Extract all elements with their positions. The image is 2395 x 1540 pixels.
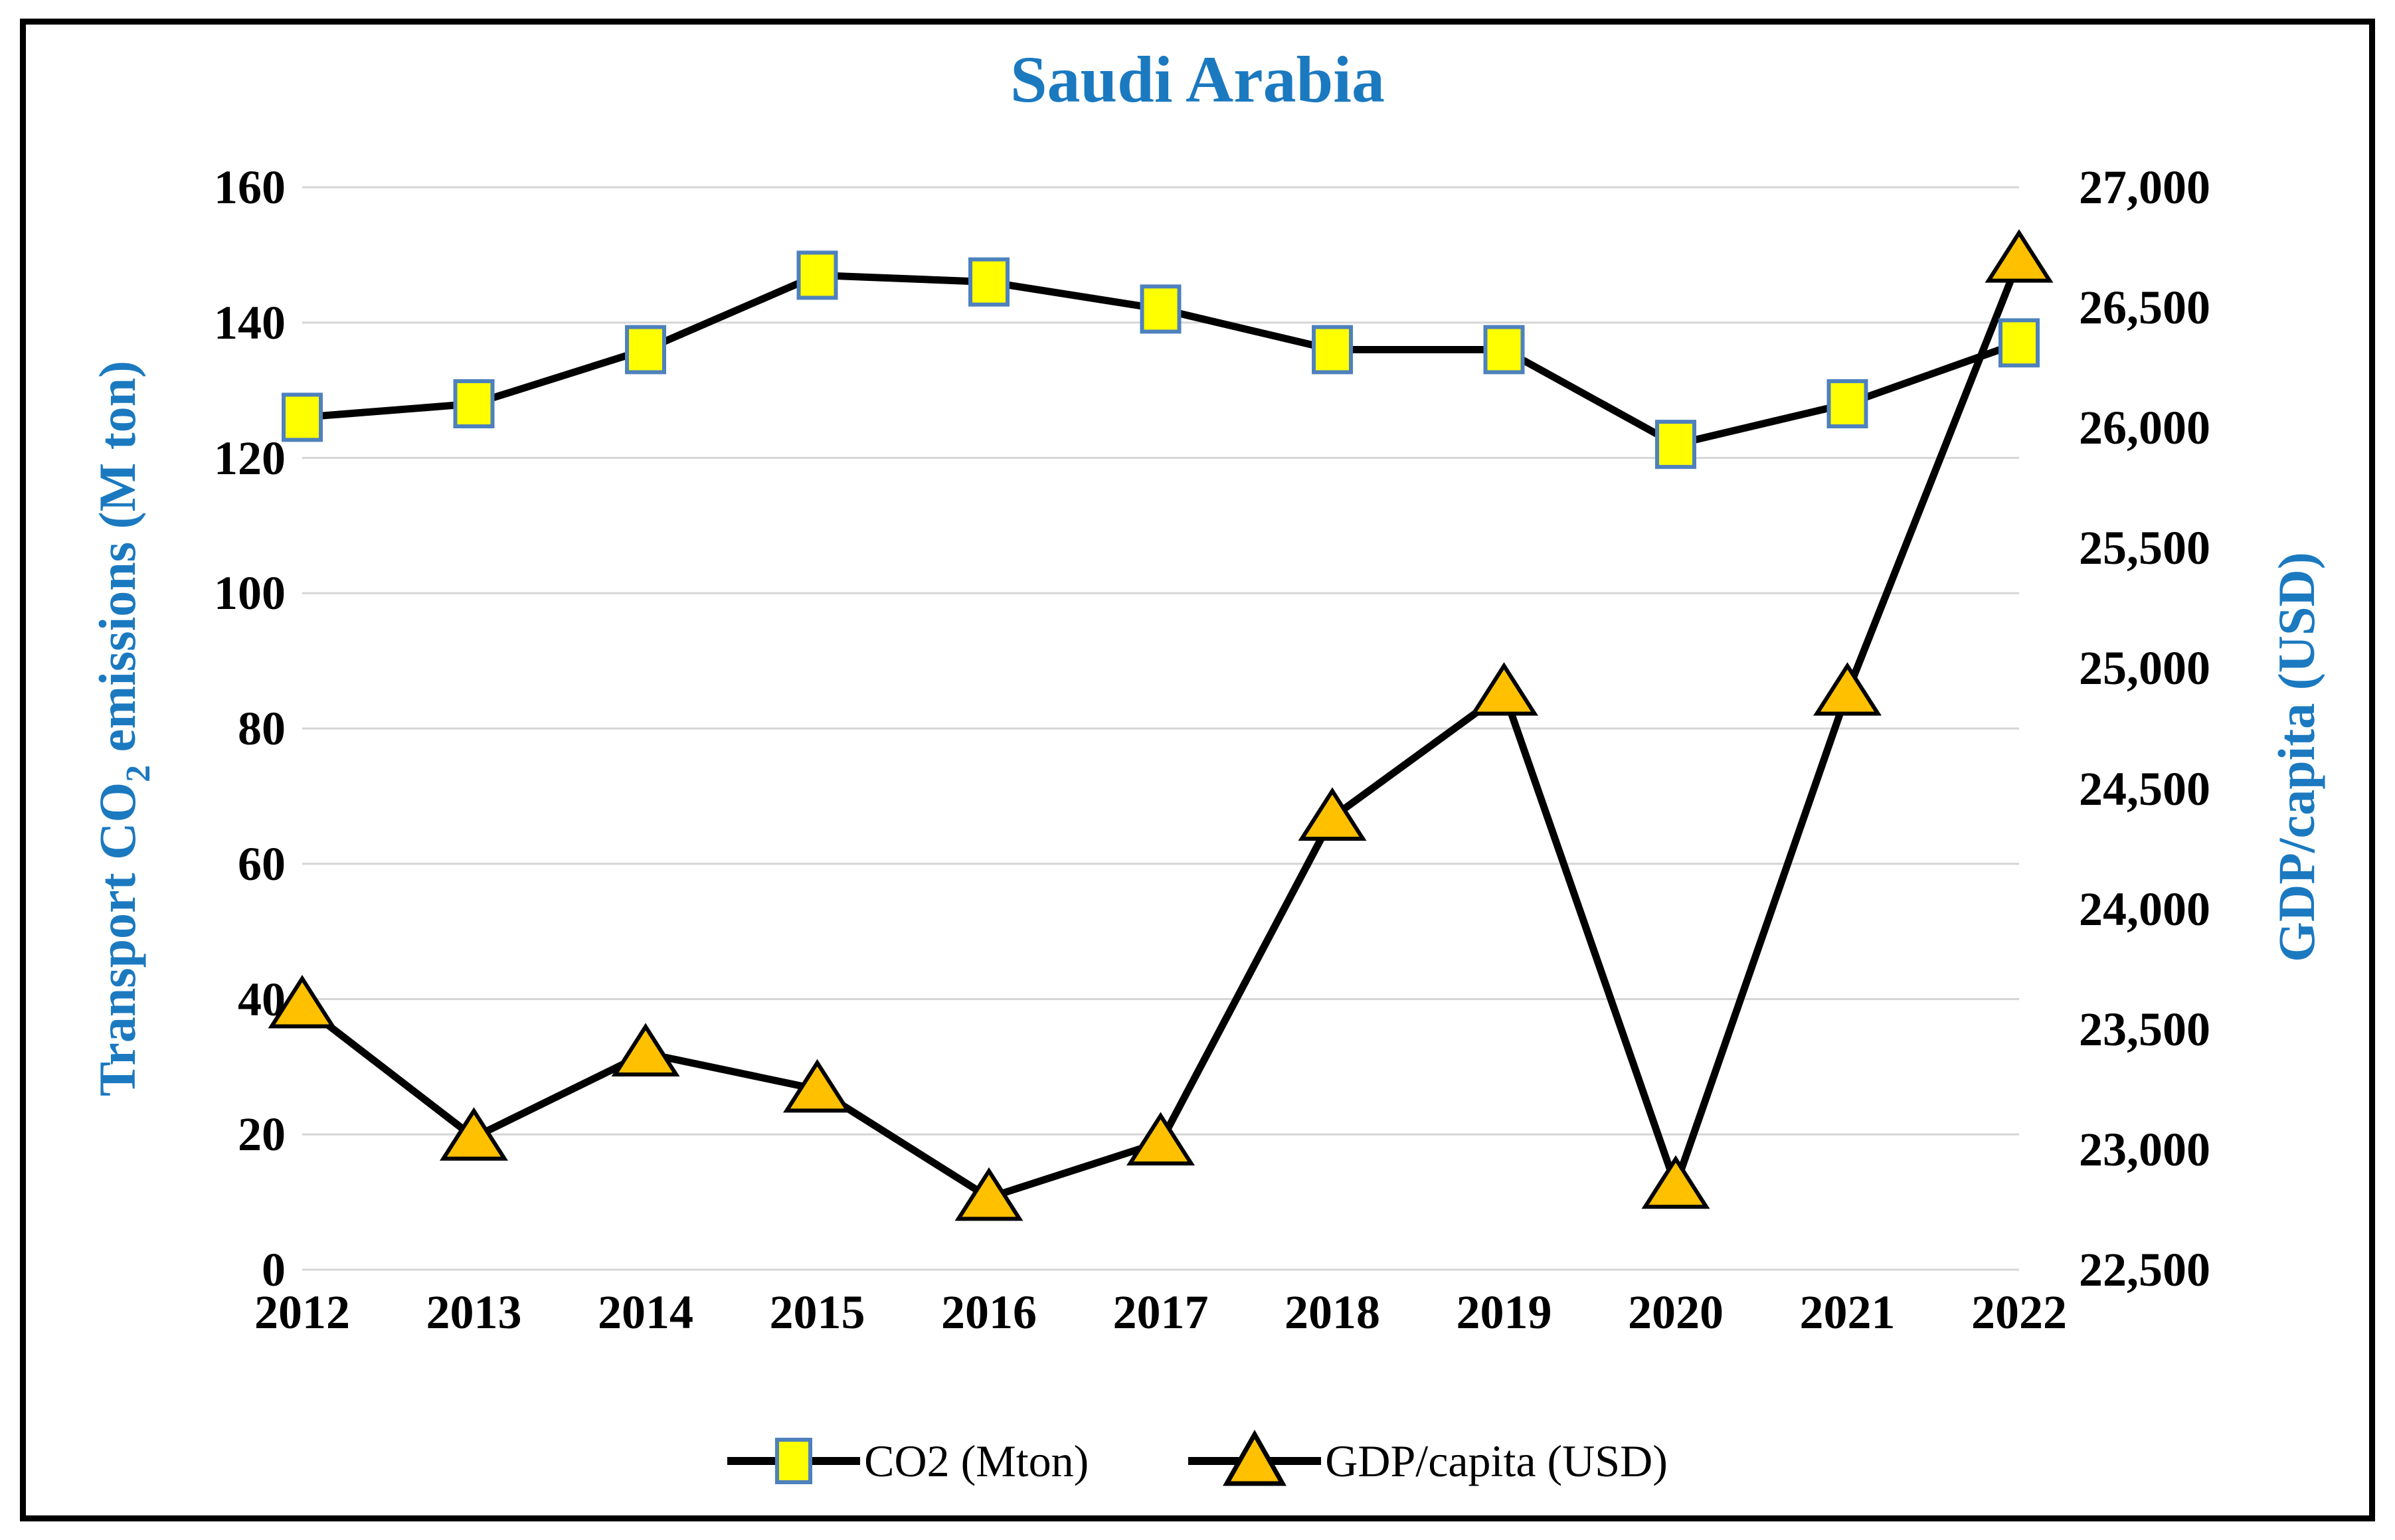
x-axis-tick: 2012 [254,1286,350,1339]
right-axis-tick: 22,500 [2079,1243,2210,1296]
left-axis-tick: 20 [238,1108,286,1161]
triangle-marker-2017 [1126,1112,1195,1166]
left-axis-tick: 100 [214,566,286,620]
left-axis-tick: 120 [214,431,286,485]
triangle-marker-2016 [954,1167,1023,1221]
left-axis-tick: 140 [214,296,286,349]
legend-item-gdp: GDP/capita (USD) [1188,1428,1668,1494]
triangle-marker-2018 [1298,787,1367,841]
left-axis-tick: 60 [238,837,286,891]
x-axis-tick: 2015 [769,1286,865,1339]
x-axis-tick: 2017 [1112,1286,1209,1339]
square-marker-2015 [796,250,838,300]
x-axis-tick: 2016 [941,1286,1037,1339]
right-axis-tick: 25,000 [2079,642,2210,695]
left-axis-tick: 160 [214,161,286,214]
right-axis-tick: 27,000 [2079,161,2210,214]
chart-title: Saudi Arabia [1010,43,1385,116]
triangle-marker-2020 [1641,1155,1710,1209]
square-marker-2020 [1655,420,1696,470]
square-marker-2019 [1483,325,1525,375]
left-axis-tick: 40 [238,972,286,1026]
x-axis-tick: 2019 [1456,1286,1552,1339]
triangle-marker-2015 [783,1059,851,1113]
right-axis-tick: 26,500 [2079,281,2210,335]
triangle-marker-2013 [440,1107,508,1161]
right-axis-tick: 23,000 [2079,1122,2210,1176]
legend-item-co2: CO2 (Mton) [727,1428,1089,1494]
x-axis-tick: 2014 [598,1286,693,1339]
co2-series-swatch-icon [727,1438,861,1484]
right-axis-tick: 24,500 [2079,762,2210,815]
legend-label-co2: CO2 (Mton) [864,1435,1089,1486]
gdp-series-swatch-icon [1188,1429,1322,1486]
x-axis-tick: 2020 [1628,1286,1724,1339]
right-axis-tick: 23,500 [2079,1002,2210,1056]
triangle-marker-2012 [268,974,337,1029]
right-axis-tick: 25,500 [2079,521,2210,575]
x-axis-tick: 2022 [1971,1286,2067,1339]
x-axis-tick: 2018 [1285,1286,1380,1339]
square-marker-2021 [1826,379,1868,428]
legend: CO2 (Mton) GDP/capita (USD) [0,1428,2395,1494]
square-marker-2014 [625,325,666,375]
square-marker-2012 [282,392,323,442]
right-axis-tick: 26,000 [2079,401,2210,455]
square-marker-2017 [1140,284,1182,334]
left-axis-tick: 80 [238,702,286,755]
square-marker-2016 [968,257,1010,307]
legend-label-gdp: GDP/capita (USD) [1325,1435,1668,1486]
square-marker-2013 [453,379,495,428]
square-marker-2018 [1312,325,1353,375]
triangle-marker-2021 [1813,662,1882,716]
outer-frame [20,19,2375,1521]
right-axis-tick: 24,000 [2079,882,2210,936]
triangle-marker-2014 [611,1023,680,1076]
square-marker-2022 [1998,318,2040,368]
left-axis-tick: 0 [262,1243,286,1296]
x-axis-tick: 2021 [1799,1286,1896,1339]
x-axis-tick: 2013 [426,1286,522,1339]
triangle-marker-2022 [1985,229,2054,283]
triangle-marker-2019 [1470,662,1538,716]
